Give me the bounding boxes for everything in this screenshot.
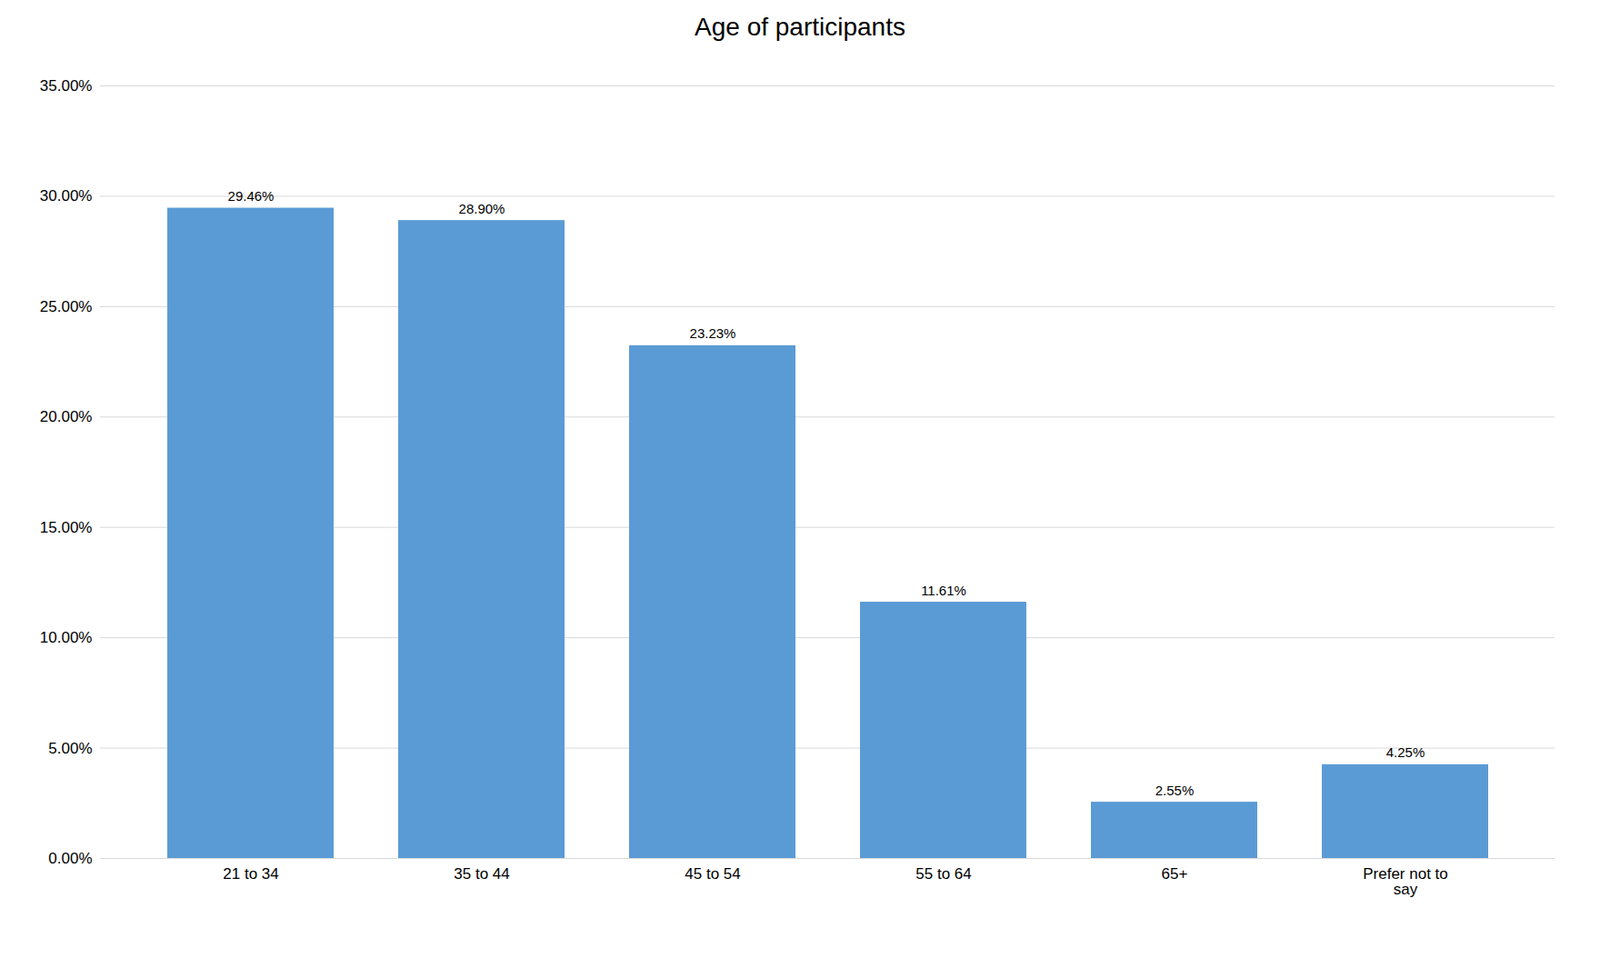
svg-text:23.23%: 23.23% xyxy=(690,325,737,341)
svg-text:45 to 54: 45 to 54 xyxy=(684,865,740,883)
svg-text:10.00%: 10.00% xyxy=(40,629,93,647)
svg-text:21 to 34: 21 to 34 xyxy=(222,865,279,883)
svg-text:30.00%: 30.00% xyxy=(40,187,93,205)
svg-text:2.55%: 2.55% xyxy=(1155,782,1195,799)
svg-text:35.00%: 35.00% xyxy=(40,77,93,95)
svg-text:55 to 64: 55 to 64 xyxy=(915,865,971,883)
svg-text:20.00%: 20.00% xyxy=(40,408,93,426)
svg-text:65+: 65+ xyxy=(1161,865,1189,883)
svg-text:11.61%: 11.61% xyxy=(920,582,967,599)
html-text:Age of participants: Age of participants xyxy=(694,12,906,41)
svg-text:25.00%: 25.00% xyxy=(40,298,93,316)
svg-text:35 to 44: 35 to 44 xyxy=(453,865,510,883)
svg-text:29.46%: 29.46% xyxy=(228,188,275,204)
svg-text:Prefer not tosay: Prefer not tosay xyxy=(1362,865,1449,899)
svg-text:0.00%: 0.00% xyxy=(48,850,92,868)
svg-text:4.25%: 4.25% xyxy=(1386,744,1426,760)
svg-text:28.90%: 28.90% xyxy=(459,200,506,217)
svg-text:15.00%: 15.00% xyxy=(40,519,93,537)
svg-text:5.00%: 5.00% xyxy=(48,740,92,758)
